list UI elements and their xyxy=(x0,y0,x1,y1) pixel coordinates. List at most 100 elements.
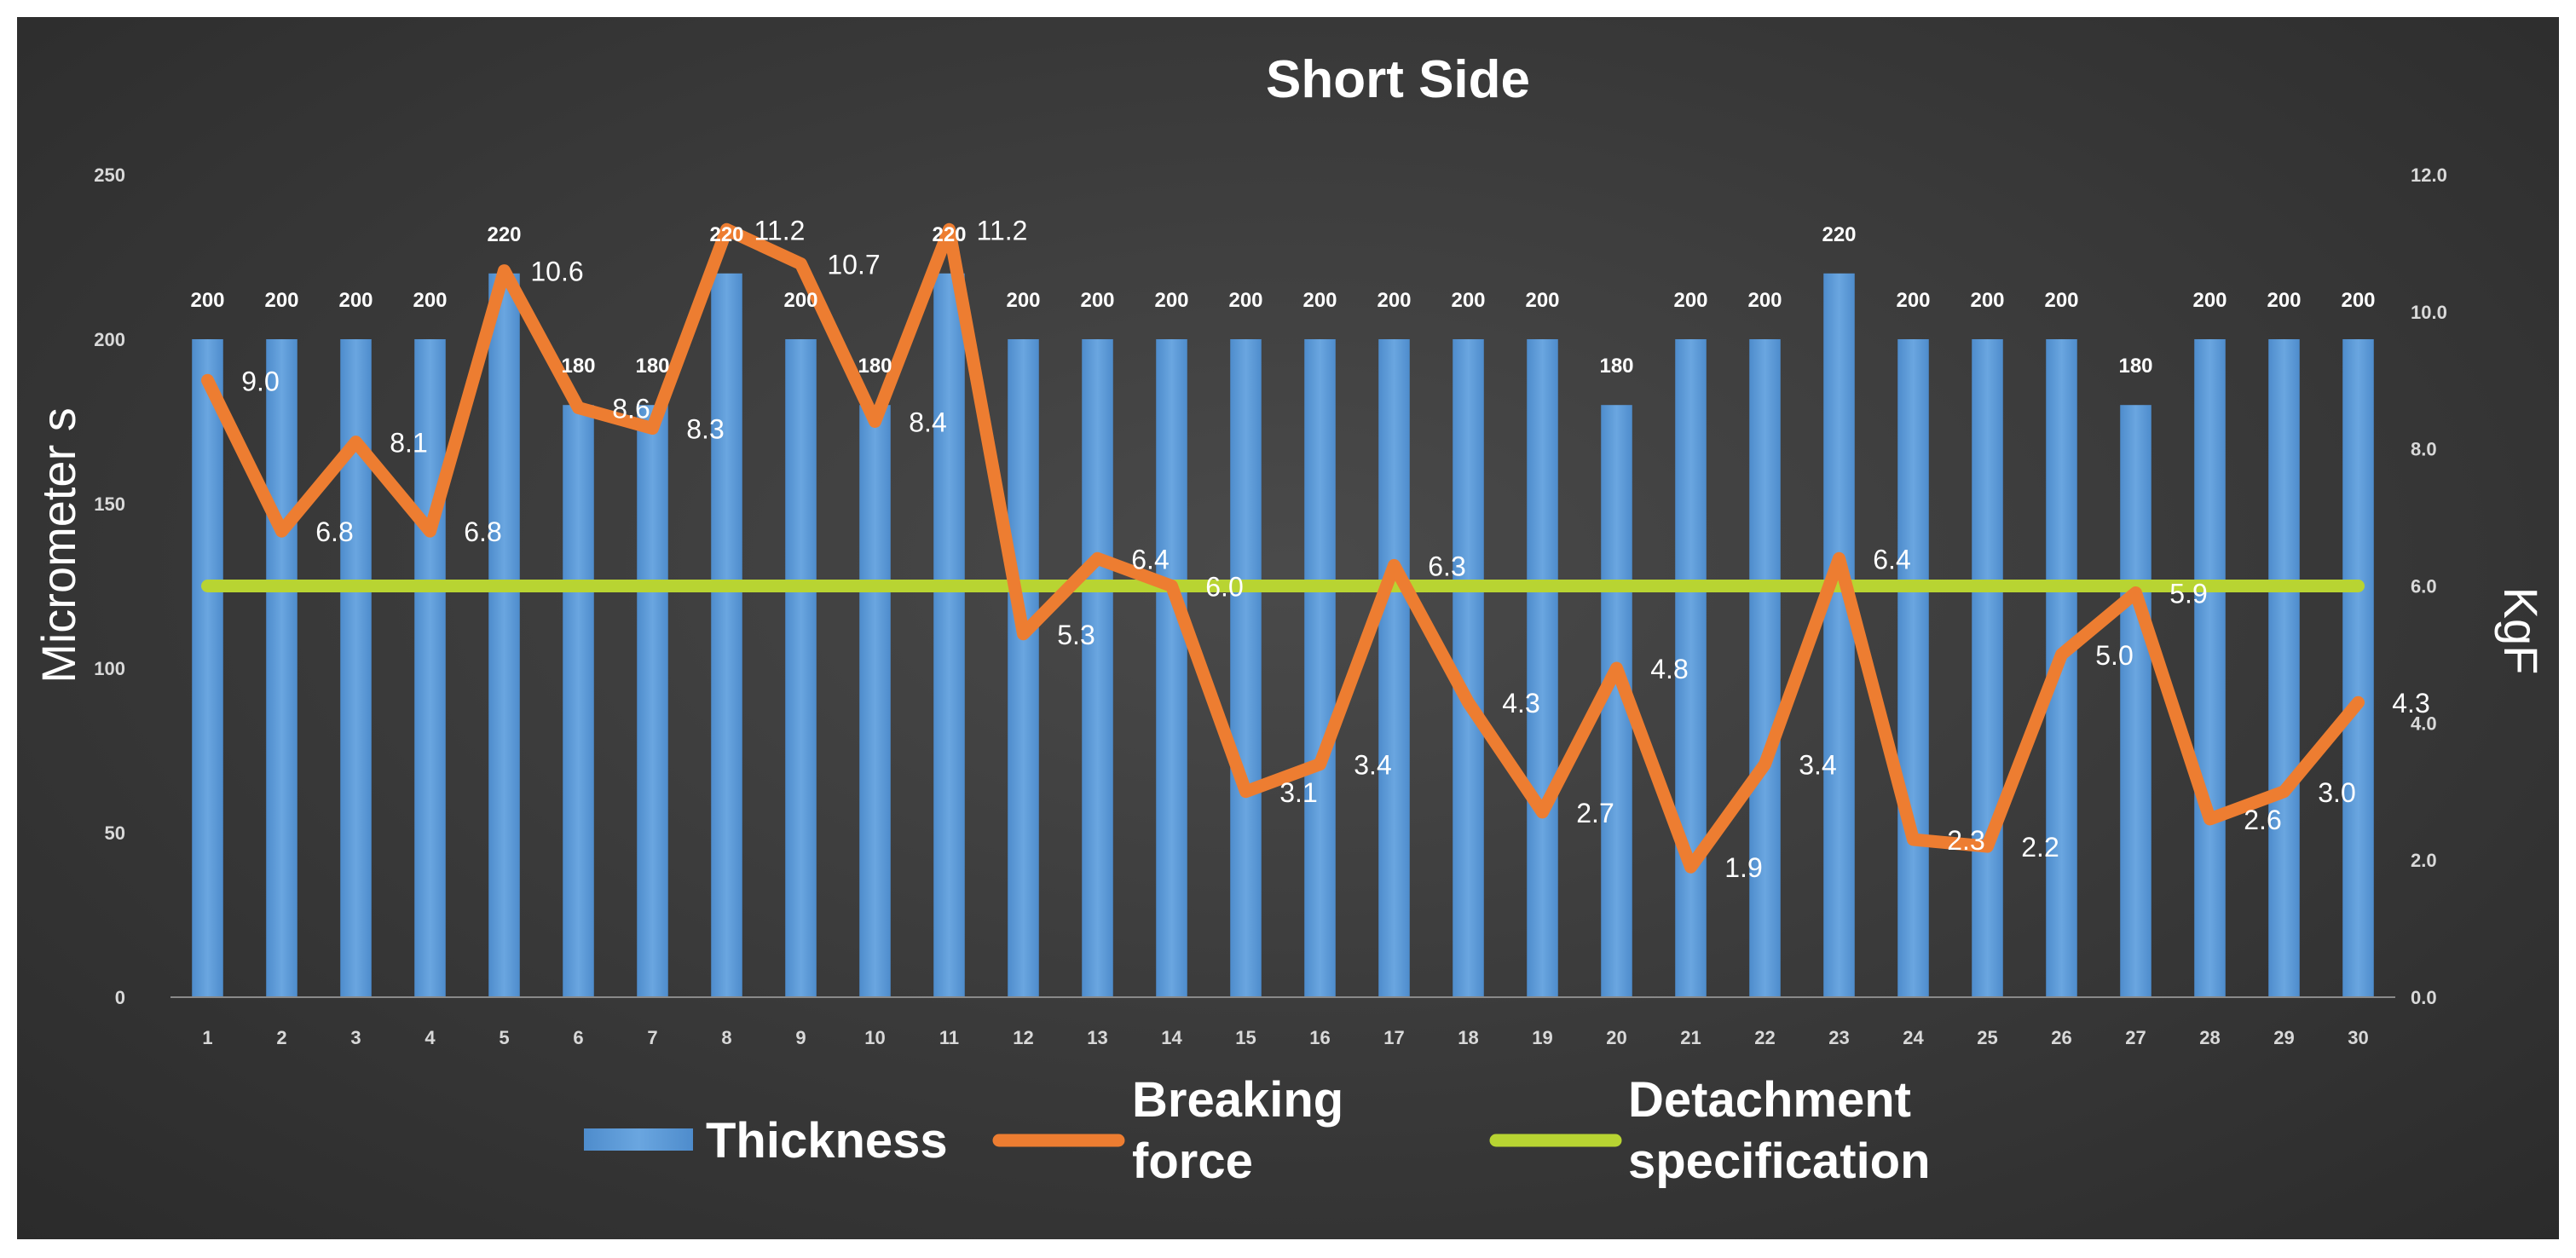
x-tick-label: 27 xyxy=(2125,1027,2146,1048)
thickness-bar xyxy=(1230,339,1262,997)
legend-label: specification xyxy=(1628,1134,1931,1189)
thickness-data-label: 200 xyxy=(338,289,373,312)
y-tick-label: 0 xyxy=(115,987,125,1008)
x-tick-label: 13 xyxy=(1087,1027,1107,1048)
breaking-force-data-label: 8.3 xyxy=(686,414,724,445)
breaking-force-data-label: 11.2 xyxy=(977,215,1028,245)
breaking-force-data-label: 4.8 xyxy=(1650,654,1688,684)
thickness-data-label: 200 xyxy=(1673,289,1707,312)
legend-label: Thickness xyxy=(706,1113,948,1169)
thickness-bar xyxy=(2268,339,2300,997)
thickness-data-label: 200 xyxy=(1377,289,1411,312)
x-tick-label: 23 xyxy=(1828,1027,1849,1048)
x-tick-label: 25 xyxy=(1977,1027,1997,1048)
thickness-bar xyxy=(414,339,446,997)
y-tick-label: 250 xyxy=(94,164,125,186)
legend-item: Thickness xyxy=(584,1113,948,1169)
breaking-force-data-label: 2.6 xyxy=(2244,805,2281,835)
x-tick-label: 9 xyxy=(795,1027,806,1048)
breaking-force-data-label: 4.3 xyxy=(2392,688,2429,718)
thickness-data-label: 200 xyxy=(413,289,447,312)
breaking-force-data-label: 3.0 xyxy=(2318,777,2355,808)
x-tick-label: 24 xyxy=(1903,1027,1924,1048)
thickness-data-label: 180 xyxy=(635,355,669,378)
breaking-force-series xyxy=(201,222,2365,874)
breaking-force-data-label: 8.6 xyxy=(612,393,650,424)
thickness-data-label: 200 xyxy=(1302,289,1337,312)
thickness-data-label: 200 xyxy=(1896,289,1930,312)
thickness-bar xyxy=(1082,339,1113,997)
thickness-bar xyxy=(1156,339,1187,997)
x-tick-label: 28 xyxy=(2199,1027,2220,1048)
breaking-force-data-label: 2.2 xyxy=(2021,832,2059,863)
y2-axis-title: KgF xyxy=(2494,587,2548,675)
thickness-data-label: 200 xyxy=(1747,289,1782,312)
thickness-bar xyxy=(563,405,594,997)
thickness-data-label: 220 xyxy=(709,223,743,246)
breaking-force-data-label: 4.3 xyxy=(1502,688,1539,718)
thickness-data-label: 200 xyxy=(2044,289,2078,312)
y2-tick-label: 8.0 xyxy=(2411,439,2437,460)
breaking-force-data-label: 3.4 xyxy=(1354,750,1391,781)
legend: Thickness Breaking force Detachment specific… xyxy=(584,1072,1931,1189)
x-tick-label: 8 xyxy=(721,1027,731,1048)
thickness-bar xyxy=(1823,273,1855,997)
thickness-data-label: 200 xyxy=(2341,289,2375,312)
y2-tick-label: 10.0 xyxy=(2411,302,2447,323)
thickness-data-label: 200 xyxy=(1525,289,1559,312)
breaking-force-data-label: 10.7 xyxy=(827,250,880,280)
x-tick-label: 15 xyxy=(1235,1027,1256,1048)
breaking-force-data-label: 6.8 xyxy=(464,516,501,547)
y2-tick-label: 12.0 xyxy=(2411,164,2447,186)
thickness-data-label: 200 xyxy=(190,289,224,312)
thickness-bar xyxy=(1675,339,1707,997)
chart-title: Short Side xyxy=(1266,50,1530,109)
thickness-data-label: 220 xyxy=(932,223,966,246)
breaking-force-data-label: 6.4 xyxy=(1873,544,1910,574)
x-tick-label: 16 xyxy=(1309,1027,1330,1048)
thickness-bar xyxy=(2120,405,2151,997)
thickness-bar xyxy=(1972,339,2003,997)
thickness-bar xyxy=(859,405,891,997)
legend-label: Breaking xyxy=(1132,1072,1343,1128)
x-tick-label: 7 xyxy=(647,1027,657,1048)
chart-frame: Short Side 0 50 100 150 200 250 0.0 2.0 4.0 6.0 8… xyxy=(17,17,2559,1239)
x-tick-label: 12 xyxy=(1013,1027,1033,1048)
x-tick-label: 1 xyxy=(202,1027,212,1048)
y-tick-label: 50 xyxy=(105,822,125,844)
y2-tick-label: 6.0 xyxy=(2411,576,2437,597)
thickness-data-label: 200 xyxy=(1451,289,1485,312)
breaking-force-data-label: 9.0 xyxy=(241,366,279,396)
x-tick-label: 14 xyxy=(1161,1027,1182,1048)
thickness-data-label: 200 xyxy=(1154,289,1188,312)
x-axis-ticks: 1 2 3 4 5 6 7 8 9 10 11 12 13 14 15 16 17 18 19 20 21 22 23 24 2… xyxy=(202,1027,2368,1048)
thickness-bar xyxy=(488,273,520,997)
x-tick-label: 22 xyxy=(1754,1027,1775,1048)
x-tick-label: 18 xyxy=(1458,1027,1478,1048)
breaking-force-data-label: 6.0 xyxy=(1205,572,1243,603)
thickness-data-labels: 200 200 200 200 220 180 180 220 200 180 220 200 200 2… xyxy=(190,223,2375,378)
thickness-data-label: 220 xyxy=(487,223,521,246)
x-tick-label: 3 xyxy=(350,1027,361,1048)
y2-tick-label: 0.0 xyxy=(2411,987,2437,1008)
right-axis-ticks: 0.0 2.0 4.0 6.0 8.0 10.0 12.0 xyxy=(2411,164,2447,1008)
x-tick-label: 20 xyxy=(1606,1027,1626,1048)
thickness-data-label: 200 xyxy=(264,289,298,312)
breaking-force-data-label: 6.3 xyxy=(1428,551,1465,581)
thickness-bar xyxy=(711,273,742,997)
breaking-force-data-label: 6.8 xyxy=(315,516,353,547)
thickness-data-label: 220 xyxy=(1822,223,1856,246)
thickness-bar xyxy=(785,339,817,997)
breaking-force-data-label: 5.0 xyxy=(2095,640,2133,671)
breaking-force-data-label: 2.7 xyxy=(1576,798,1614,828)
x-tick-label: 5 xyxy=(499,1027,509,1048)
thickness-bar xyxy=(2194,339,2226,997)
breaking-force-data-label: 3.4 xyxy=(1799,750,1836,781)
thickness-bars xyxy=(192,273,2374,997)
x-tick-label: 11 xyxy=(939,1027,959,1048)
x-tick-label: 30 xyxy=(2348,1027,2368,1048)
thickness-data-label: 200 xyxy=(2267,289,2301,312)
breaking-force-data-labels: 9.0 6.8 8.1 6.8 10.6 8.6 8.3 11.2 10.7 8.4 11.2 5.3… xyxy=(241,215,2429,883)
breaking-force-data-label: 3.1 xyxy=(1279,777,1317,808)
legend-label: force xyxy=(1132,1134,1253,1189)
